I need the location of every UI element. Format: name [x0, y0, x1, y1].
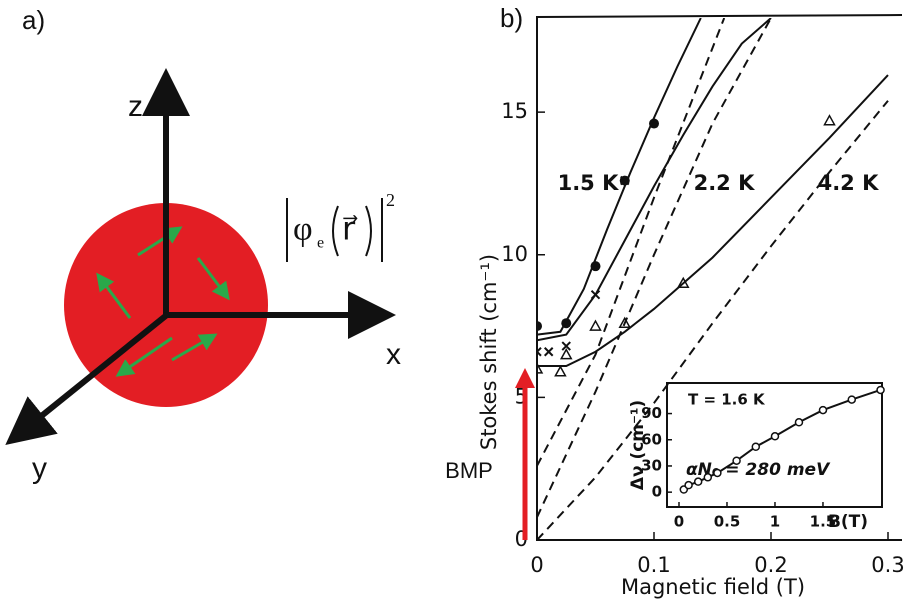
y-tick-label: 60	[641, 430, 662, 448]
curve-annotation: 2.2 K	[694, 171, 756, 195]
curve	[537, 74, 889, 367]
axis-label-y: y	[32, 452, 47, 485]
formula-symbol: φ	[293, 211, 313, 248]
plot-frame	[536, 14, 903, 541]
y-tick-label: 90	[641, 404, 662, 422]
y-tick-label: 30	[641, 456, 662, 474]
inset-annotation: T = 1.6 K	[688, 391, 766, 409]
x-tick-label: 0	[530, 553, 543, 577]
formula-power: 2	[386, 190, 395, 210]
inset-x-title: B(T)	[828, 512, 868, 532]
formula: φ e r⃗ 2	[286, 190, 395, 262]
curve-annotation: 1.5 K	[558, 171, 620, 195]
curve	[537, 18, 726, 467]
curve	[537, 100, 889, 540]
series-group	[679, 385, 885, 494]
panel-label: a)	[22, 5, 45, 35]
data-point	[818, 405, 828, 415]
data-point	[618, 316, 632, 328]
x-tick-label: 0.1	[637, 553, 670, 577]
data-point	[537, 321, 542, 332]
formula-subscript: e	[317, 235, 324, 252]
x-tick-label: 0	[674, 513, 684, 531]
x-tick-label: 0.2	[754, 553, 787, 577]
data-point	[559, 348, 573, 360]
y-tick-label: 15	[501, 99, 528, 123]
data-point	[770, 432, 780, 441]
axis-label-x: x	[386, 338, 401, 371]
data-point	[823, 114, 836, 126]
data-point	[589, 319, 602, 331]
paren-open	[332, 205, 339, 257]
x-tick-label: 0.5	[714, 513, 741, 531]
inset-y-title: Δν (cm⁻¹)	[628, 400, 648, 490]
data-point	[713, 468, 722, 478]
data-point	[561, 341, 571, 351]
curve	[537, 18, 772, 342]
data-point	[676, 276, 690, 289]
data-point	[876, 385, 885, 395]
spin-arrows	[96, 226, 230, 377]
data-point	[847, 395, 857, 404]
data-point	[732, 456, 741, 465]
data-point	[537, 362, 544, 374]
data-point	[684, 480, 693, 490]
y-tick-label: 10	[501, 242, 528, 266]
series-group	[537, 18, 889, 540]
coordinate-axes	[5, 68, 396, 446]
curve	[537, 18, 772, 518]
panel-label: b)	[500, 3, 523, 33]
data-point	[537, 347, 542, 357]
data-point	[751, 442, 761, 451]
x-tick-label: 0.3	[871, 553, 904, 577]
curve	[537, 18, 702, 336]
data-point	[543, 347, 554, 357]
y-axis-title: Stokes shift (cm⁻¹)	[477, 254, 501, 450]
y-tick-label: 0	[652, 483, 662, 501]
formula-argument: r⃗	[342, 210, 358, 246]
inset-annotation: αN₀ = 280 meV	[686, 460, 831, 480]
data-point	[794, 418, 804, 427]
x-tick-label: 1	[770, 513, 780, 531]
data-point	[554, 365, 567, 377]
inset-frame	[666, 382, 883, 508]
axis-label-z: z	[128, 90, 143, 123]
x-axis-title: Magnetic field (T)	[621, 575, 805, 599]
data-point	[693, 477, 703, 486]
paren-close	[365, 205, 372, 257]
data-point	[703, 473, 713, 482]
x-tick-label: 1.5	[810, 513, 837, 531]
bmp-label: BMP	[445, 458, 493, 483]
